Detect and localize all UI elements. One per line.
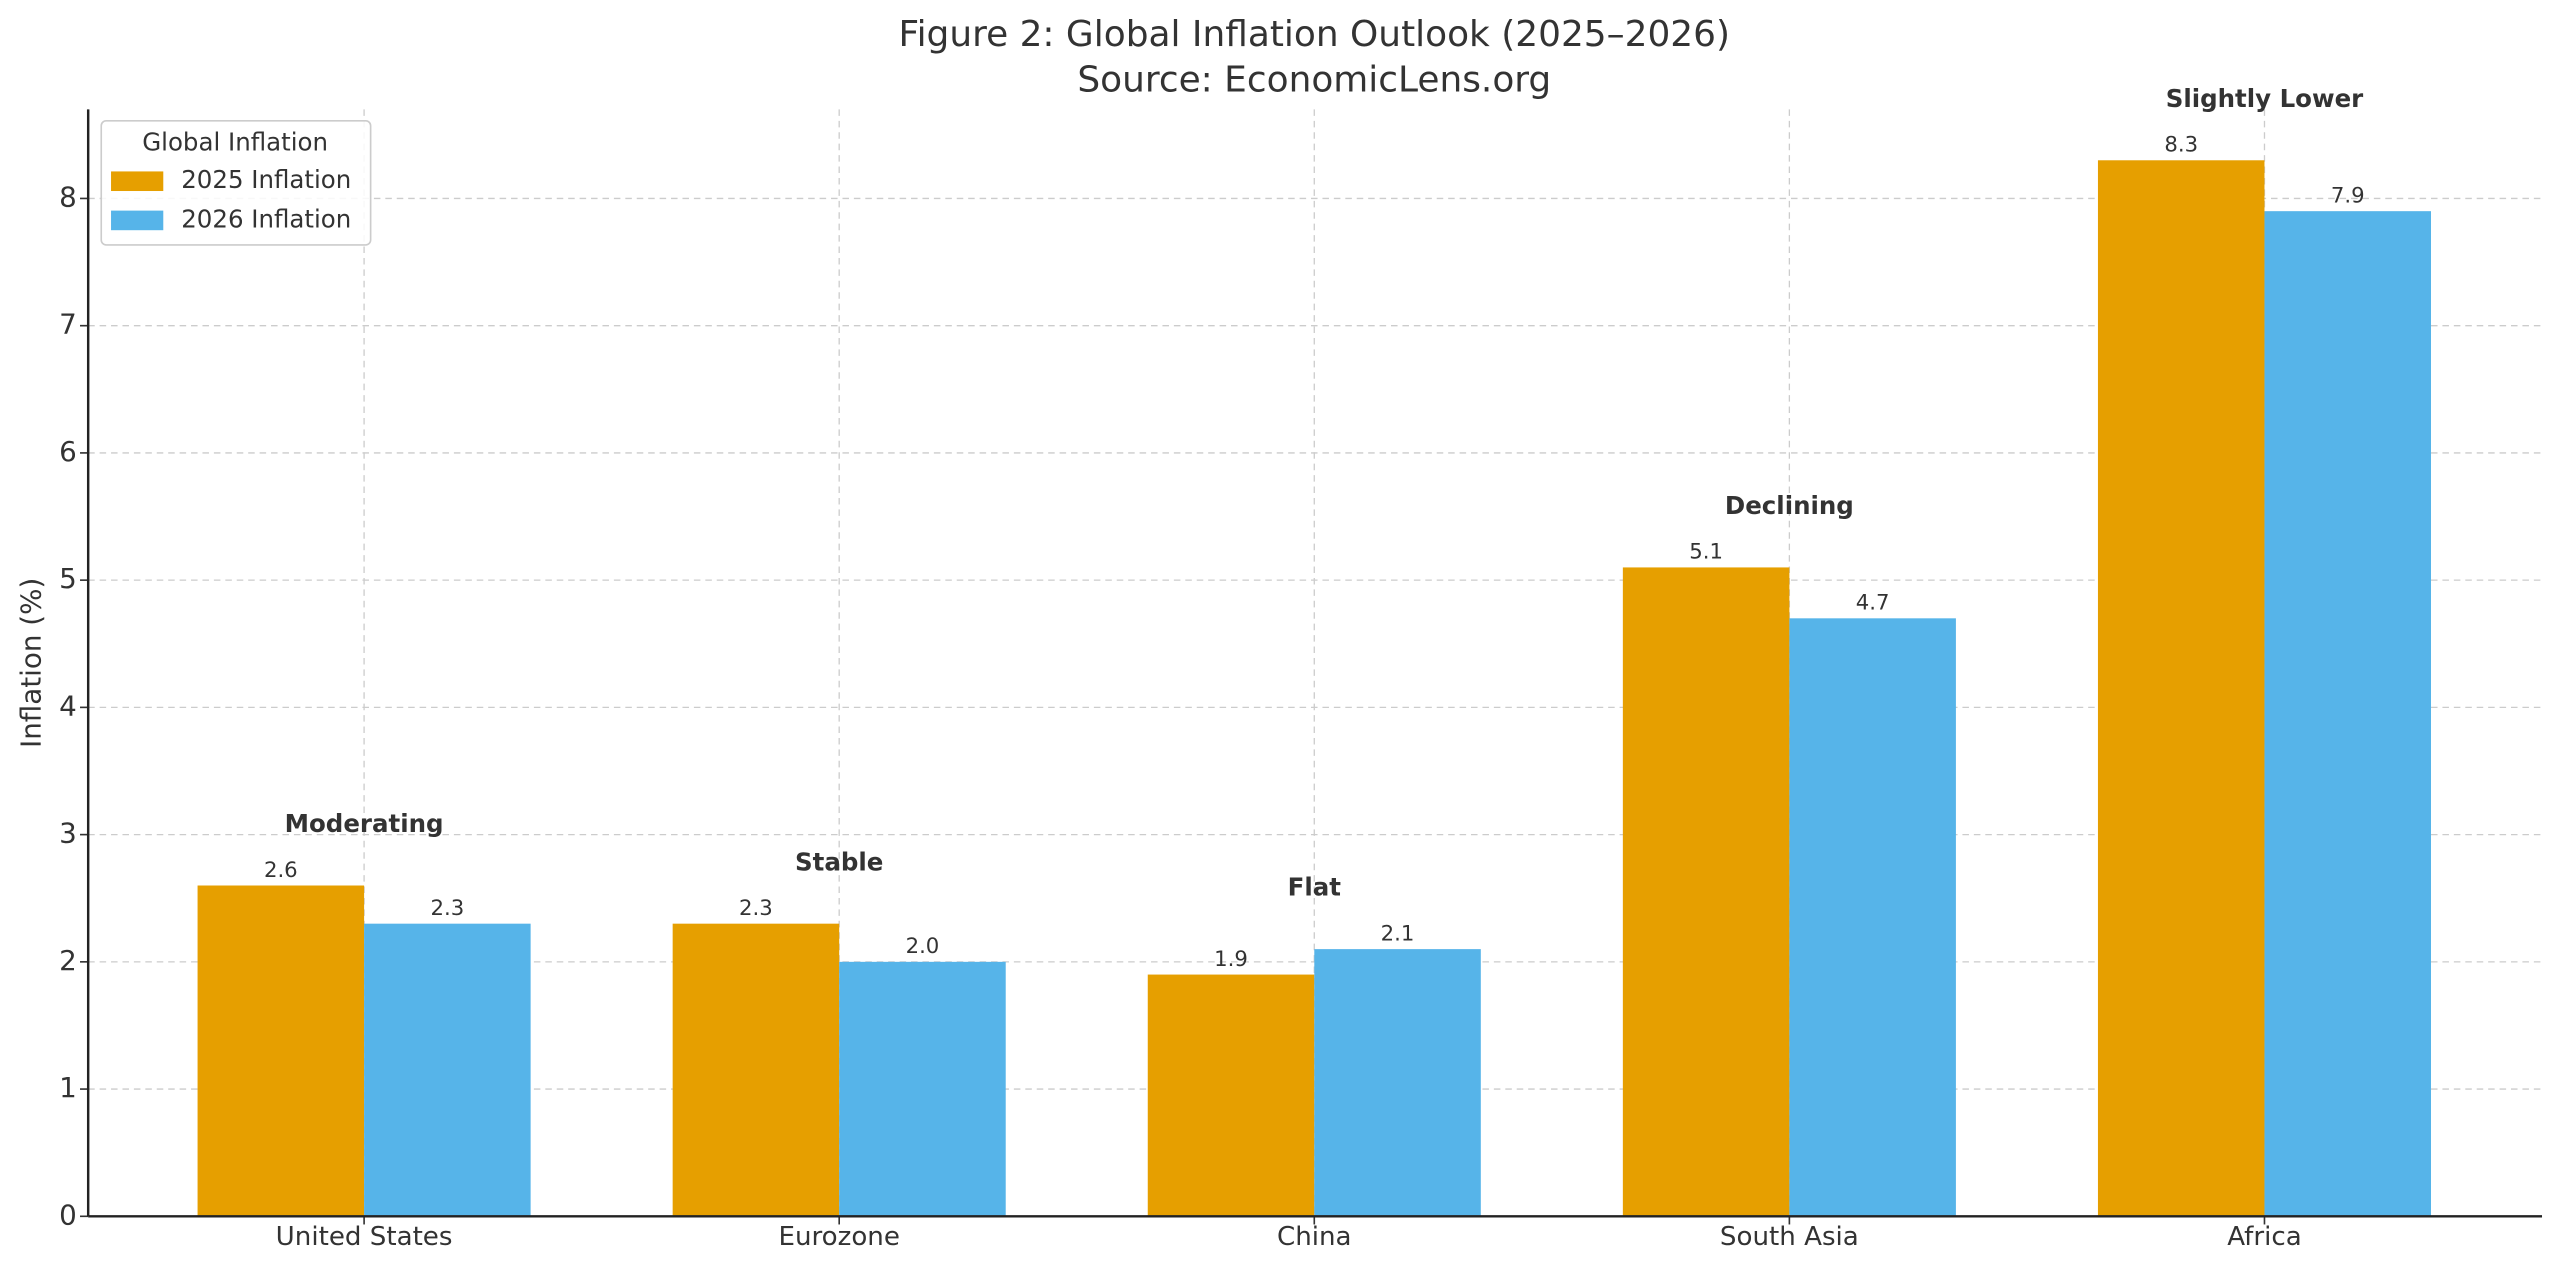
x-tick-label: China [1277,1222,1352,1252]
annotation: Declining [1725,491,1854,520]
y-tick-label: 5 [59,562,77,595]
chart-subtitle: Source: EconomicLens.org [1077,60,1551,101]
legend-box [100,119,372,246]
bar [197,885,365,1217]
x-tick-label: United States [276,1222,453,1252]
value-label: 2.3 [739,896,773,921]
value-label: 2.1 [1381,921,1415,946]
y-tick-label: 3 [59,817,77,850]
annotation: Flat [1288,873,1342,902]
legend-title: Global Inflation [142,128,328,157]
y-tick-label: 0 [59,1198,77,1231]
y-tick-label: 8 [59,180,77,213]
y-axis-label: Inflation (%) [15,578,48,748]
y-tick-label: 2 [59,944,77,977]
annotation: Slightly Lower [2166,84,2364,113]
y-tick-label: 4 [59,689,77,722]
value-label: 7.9 [2331,183,2365,208]
value-label: 4.7 [1856,591,1890,616]
value-label: 2.3 [430,896,464,921]
legend-swatch [111,171,164,192]
y-tick-label: 7 [59,308,77,341]
bar [2264,211,2432,1217]
value-label: 2.6 [264,858,298,883]
value-label: 8.3 [2164,133,2198,158]
bar [1314,949,1481,1217]
y-tick-label: 1 [59,1071,77,1104]
annotation: Stable [795,847,883,876]
bar [2097,160,2265,1217]
legend-label: 2026 Inflation [181,204,351,233]
bar [1622,567,1790,1217]
bar [1789,618,1956,1217]
bar [364,923,531,1217]
chart-title: Figure 2: Global Inflation Outlook (2025… [899,14,1730,55]
legend-swatch [111,210,164,231]
bar [672,923,840,1217]
value-label: 2.0 [906,934,940,959]
x-tick-label: South Asia [1720,1222,1859,1252]
y-tick-label: 6 [59,435,77,468]
x-tick-label: Africa [2227,1222,2301,1252]
value-label: 5.1 [1689,540,1723,565]
legend-label: 2025 Inflation [181,165,351,194]
value-label: 1.9 [1214,947,1248,972]
x-tick-label: Eurozone [778,1222,899,1252]
bar [839,961,1006,1217]
annotation: Moderating [285,809,444,838]
bar [1147,974,1315,1217]
